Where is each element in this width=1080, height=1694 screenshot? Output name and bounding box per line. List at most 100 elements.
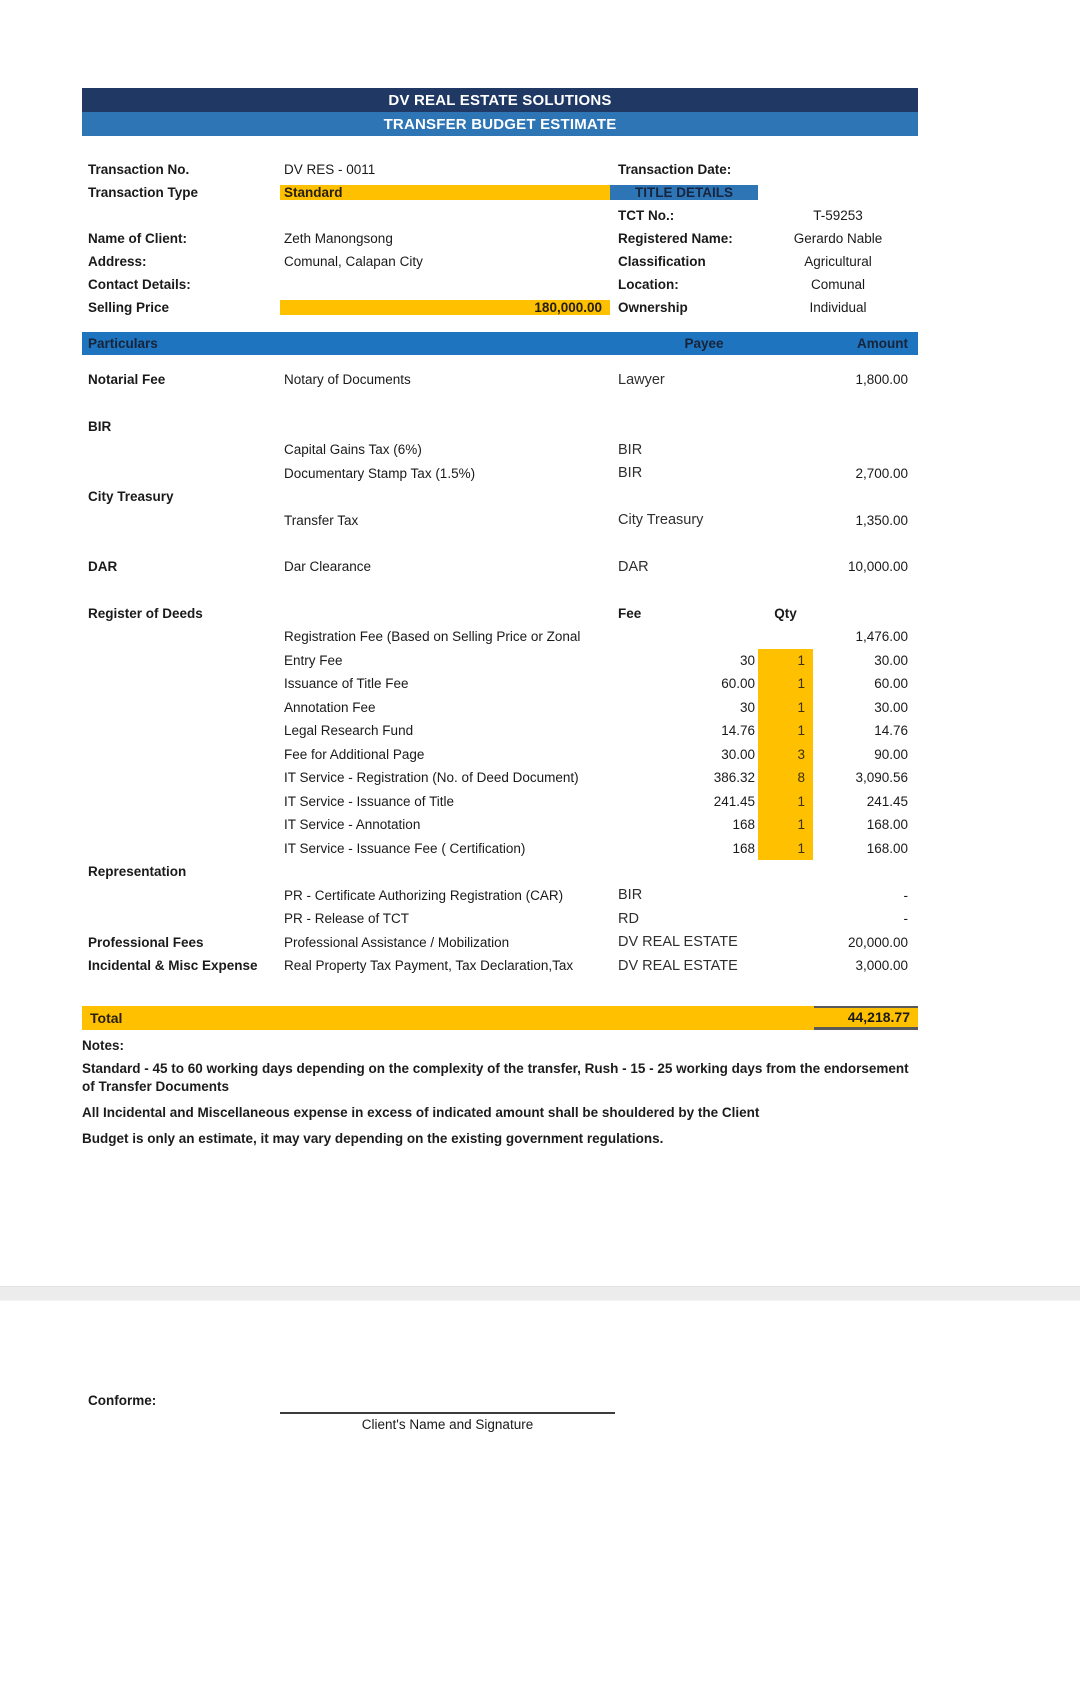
cell-description: Documentary Stamp Tax (1.5%) xyxy=(284,465,476,481)
cell-amount: 30.00 xyxy=(874,699,908,715)
cell-amount: 14.76 xyxy=(874,723,908,739)
signature-line xyxy=(280,1412,615,1414)
total-row: Total 44,218.77 xyxy=(82,1005,918,1030)
cell-qty: 1 xyxy=(758,789,813,813)
info-label-left: Contact Details: xyxy=(88,277,191,292)
table-row: IT Service - Annotation 168 1 168.00 xyxy=(82,813,918,837)
info-value-right: T-59253 xyxy=(813,208,863,223)
table-row: DAR Dar Clearance DAR 10,000.00 xyxy=(82,555,918,579)
info-label-right: Transaction Date: xyxy=(618,162,732,177)
table-row: Capital Gains Tax (6%) BIR xyxy=(82,438,918,462)
cell-particular: City Treasury xyxy=(88,489,174,505)
cell-amount: 30.00 xyxy=(874,652,908,668)
note-line: All Incidental and Miscellaneous expense… xyxy=(82,1104,760,1120)
table-row: Incidental & Misc Expense Real Property … xyxy=(82,954,918,978)
info-row: Transaction Type Standard TITLE DETAILS xyxy=(82,181,918,204)
info-label-right: TITLE DETAILS xyxy=(610,185,758,200)
cell-amount: 168.00 xyxy=(866,817,908,833)
cell-payee-fee: RD xyxy=(618,910,639,927)
cell-description: Transfer Tax xyxy=(284,512,359,528)
info-label-left: Transaction Type xyxy=(88,185,199,200)
info-label-right: Location: xyxy=(618,277,679,292)
info-label-right: Classification xyxy=(618,254,706,269)
table-row: Register of Deeds Fee Qty xyxy=(82,602,918,626)
cell-qty xyxy=(758,438,813,462)
cell-payee-fee: 241.45 xyxy=(713,793,755,809)
table-row: IT Service - Issuance Fee ( Certificatio… xyxy=(82,836,918,860)
notes-section: Notes: Standard - 45 to 60 working days … xyxy=(82,1038,918,1148)
cell-amount: 2,700.00 xyxy=(855,465,908,481)
table-row: BIR xyxy=(82,415,918,439)
cell-qty xyxy=(758,509,813,533)
cell-qty xyxy=(758,907,813,931)
info-value-left: Zeth Manongsong xyxy=(284,231,393,246)
table-row: Annotation Fee 30 1 30.00 xyxy=(82,695,918,719)
cell-amount: 241.45 xyxy=(866,793,908,809)
cell-amount: 1,800.00 xyxy=(855,372,908,388)
info-label-left: Name of Client: xyxy=(88,231,188,246)
cell-payee-fee: DAR xyxy=(618,558,649,575)
info-label-right: Registered Name: xyxy=(618,231,733,246)
cell-amount: 3,090.56 xyxy=(855,770,908,786)
transaction-info-section: Transaction No. DV RES - 0011 Transactio… xyxy=(82,158,918,319)
cell-payee-fee: DV REAL ESTATE xyxy=(618,934,738,951)
cell-amount: - xyxy=(903,911,909,927)
info-value-right: Individual xyxy=(809,300,867,315)
signature-caption: Client's Name and Signature xyxy=(361,1417,534,1432)
cell-qty xyxy=(758,462,813,486)
cell-particular: Notarial Fee xyxy=(88,372,166,388)
info-value-left: 180,000.00 xyxy=(280,300,610,315)
info-label-left: Selling Price xyxy=(88,300,170,315)
cell-qty: 8 xyxy=(758,766,813,790)
cell-payee-fee: 30.00 xyxy=(721,746,755,762)
document-title-bar: TRANSFER BUDGET ESTIMATE xyxy=(82,112,918,136)
cell-payee-fee: BIR xyxy=(618,887,643,904)
cell-particular: BIR xyxy=(88,418,112,434)
cell-qty xyxy=(758,415,813,439)
cell-description: PR - Certificate Authorizing Registratio… xyxy=(284,887,564,903)
info-value-left: Comunal, Calapan City xyxy=(284,254,423,269)
table-row: Transfer Tax City Treasury 1,350.00 xyxy=(82,509,918,533)
table-row: Representation xyxy=(82,860,918,884)
cell-description: Fee for Additional Page xyxy=(284,746,425,762)
cell-amount: 90.00 xyxy=(874,746,908,762)
cell-amount: 60.00 xyxy=(874,676,908,692)
cell-qty xyxy=(758,368,813,392)
info-row: TCT No.: T-59253 xyxy=(82,204,918,227)
cell-qty xyxy=(758,931,813,955)
info-row: Selling Price 180,000.00 Ownership Indiv… xyxy=(82,296,918,319)
cell-description: Issuance of Title Fee xyxy=(284,676,409,692)
cell-qty: 1 xyxy=(758,813,813,837)
cell-payee-fee: 30 xyxy=(739,652,755,668)
info-value-right: Gerardo Nable xyxy=(793,231,883,246)
cell-description: PR - Release of TCT xyxy=(284,911,410,927)
page-break-divider xyxy=(0,1286,1080,1301)
cell-payee-fee: DV REAL ESTATE xyxy=(618,957,738,974)
info-row: Name of Client: Zeth Manongsong Register… xyxy=(82,227,918,250)
cell-payee-fee: Fee xyxy=(618,605,642,621)
info-label-right: Ownership xyxy=(618,300,688,315)
table-row: Notarial Fee Notary of Documents Lawyer … xyxy=(82,368,918,392)
cell-particular: Representation xyxy=(88,864,187,880)
cell-qty xyxy=(758,485,813,509)
cell-qty: 1 xyxy=(758,648,813,672)
cell-payee-fee: 168 xyxy=(732,840,755,856)
column-header-particulars: Particulars xyxy=(88,336,158,351)
cell-amount: 168.00 xyxy=(866,840,908,856)
cell-payee-fee: BIR xyxy=(618,465,643,482)
column-header-payee: Payee xyxy=(684,336,724,351)
cell-payee-fee: Lawyer xyxy=(618,371,665,388)
table-row: PR - Certificate Authorizing Registratio… xyxy=(82,884,918,908)
cell-qty xyxy=(758,954,813,978)
total-amount: 44,218.77 xyxy=(814,1005,918,1030)
cell-description: Registration Fee (Based on Selling Price… xyxy=(284,629,581,645)
info-label-left: Address: xyxy=(88,254,147,269)
cell-particular: DAR xyxy=(88,559,118,575)
cell-particular: Incidental & Misc Expense xyxy=(88,958,258,974)
table-row: Legal Research Fund 14.76 1 14.76 xyxy=(82,719,918,743)
cell-qty: 3 xyxy=(758,742,813,766)
note-line: Standard - 45 to 60 working days dependi… xyxy=(82,1060,909,1094)
cell-qty: 1 xyxy=(758,672,813,696)
cell-description: Entry Fee xyxy=(284,652,343,668)
cell-qty xyxy=(758,625,813,649)
